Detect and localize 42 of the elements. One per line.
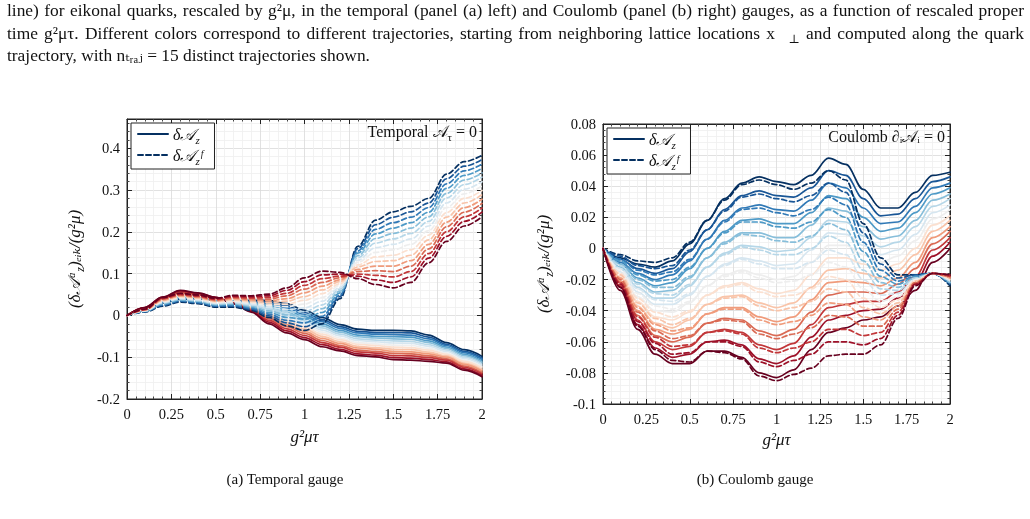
y-tick-label: -0.2 xyxy=(97,391,120,407)
y-tick-label: 0 xyxy=(112,307,120,324)
x-tick-label: 1.75 xyxy=(893,410,920,427)
x-tick-label: 1.75 xyxy=(424,405,451,422)
y-axis-title: (δ𝒜ᵃz)ₑᵢₖ/(g²μ) xyxy=(533,214,556,314)
y-tick-label: -0.02 xyxy=(565,271,596,288)
y-tick-label: -0.08 xyxy=(565,364,596,381)
x-tick-label: 1.5 xyxy=(854,410,873,427)
x-tick-label: 0 xyxy=(123,405,131,422)
x-tick-label: 0.5 xyxy=(206,405,225,422)
y-tick-label: 0.08 xyxy=(570,116,596,132)
y-tick-label: -0.1 xyxy=(97,349,120,366)
text: (a) Temporal gauge xyxy=(226,471,344,488)
y-tick-label: -0.06 xyxy=(565,333,596,350)
y-tick-label: 0.04 xyxy=(570,178,597,195)
x-axis-title: g²μτ xyxy=(762,429,792,449)
annotation: Coulomb ∂ᵢ𝒜ᵢ = 0 xyxy=(828,127,946,145)
y-tick-label: -0.1 xyxy=(573,396,596,412)
y-tick-label: 0.4 xyxy=(101,140,121,157)
y-tick-label: 0.3 xyxy=(101,182,120,199)
x-tick-label: 2 xyxy=(946,410,954,427)
text: (b) Coulomb gauge xyxy=(696,471,814,488)
y-tick-label: -0.04 xyxy=(565,302,597,319)
x-tick-label: 0.25 xyxy=(158,405,185,422)
x-tick-label: 0.5 xyxy=(680,410,699,427)
x-tick-label: 1.25 xyxy=(807,410,833,427)
x-tick-label: 0.75 xyxy=(247,405,273,422)
x-tick-label: 1 xyxy=(300,405,309,422)
x-tick-label: 1 xyxy=(772,410,781,427)
x-axis-title: g²μτ xyxy=(290,427,320,446)
x-tick-label: 1.5 xyxy=(384,405,403,422)
x-tick-label: 0.75 xyxy=(720,410,746,427)
y-axis-title: (δ𝒜ᵃz)ₑᵢₖ/(g²μ) xyxy=(65,209,88,309)
y-tick-label: 0.02 xyxy=(570,209,596,226)
y-tick-label: 0.1 xyxy=(101,265,120,282)
y-tick-label: 0.06 xyxy=(570,147,596,164)
x-tick-label: 1.25 xyxy=(336,405,362,422)
y-tick-label: 0 xyxy=(588,240,596,257)
x-tick-label: 0.25 xyxy=(633,410,660,427)
x-tick-label: 2 xyxy=(478,405,486,422)
text: line) for eikonal quarks, rescaled by g²μ, in the temporal (panel (a) left) and Coulomb (panel (b) right) gauges, as a function of rescaled proper time g²μτ. Different colors correspond to different trajectories, starting from neighboring lattice locations x⃗$_{⊥}$ and computed along the quark trajectory, with nₜᵣₐⱼ = 15 distinct trajectories shown. xyxy=(7,0,1024,65)
y-tick-label: 0.2 xyxy=(101,223,120,240)
